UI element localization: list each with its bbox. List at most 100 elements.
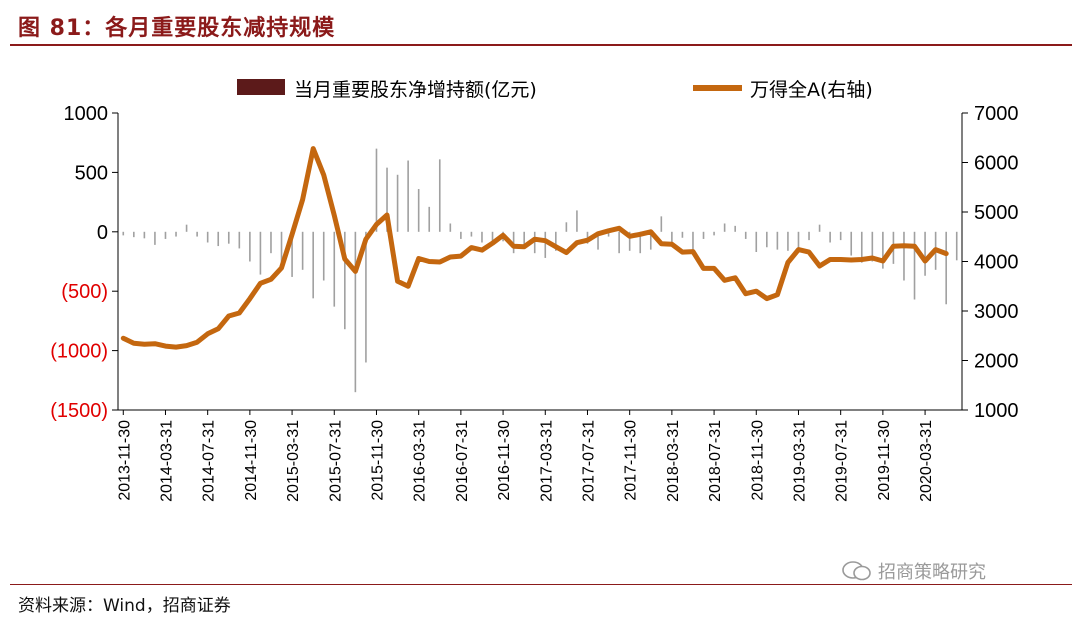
x-tick-label: 2013-11-30 (116, 420, 133, 501)
bar (428, 206, 431, 232)
bar (386, 167, 388, 232)
bar (671, 231, 673, 245)
bar (618, 231, 620, 254)
bar-series (122, 148, 958, 393)
bar (417, 189, 420, 232)
bar (734, 225, 736, 232)
x-tick-label: 2015-03-31 (285, 420, 302, 502)
x-tick-label: 2019-07-31 (834, 420, 851, 502)
bar (766, 231, 768, 248)
figure-title: 图 81：各月重要股东减持规模 (18, 16, 336, 41)
x-tick-label: 2018-03-31 (665, 420, 682, 502)
x-tick-label: 2016-11-30 (496, 420, 513, 501)
x-tick-label: 2017-07-31 (580, 420, 597, 502)
bar (818, 224, 821, 232)
bar (154, 231, 156, 245)
bar (259, 231, 262, 275)
bar (555, 231, 557, 251)
bar (924, 231, 926, 276)
bar (512, 231, 515, 254)
bar (122, 231, 125, 236)
source-divider (10, 584, 1072, 585)
axes: 10005000(500)(1000)(1500)700060005000400… (50, 103, 1018, 422)
bar (291, 231, 293, 277)
bar (185, 224, 188, 232)
bar (628, 231, 631, 251)
y-right-tick-label: 2000 (974, 351, 1019, 373)
bar (797, 231, 800, 252)
y-left-tick-label: (500) (61, 281, 108, 303)
bar (882, 231, 884, 269)
bar (681, 231, 684, 238)
bar (322, 231, 325, 281)
bar (702, 231, 705, 239)
bar (206, 231, 209, 243)
bar (481, 231, 483, 243)
x-tick-label: 2017-03-31 (538, 420, 555, 502)
y-right-tick-label: 4000 (974, 252, 1019, 274)
index-line (120, 146, 949, 350)
bar (945, 231, 947, 305)
bar (839, 231, 842, 241)
y-right-tick-label: 5000 (974, 202, 1019, 224)
bar (808, 231, 810, 241)
bar (333, 231, 336, 307)
bar (787, 231, 789, 251)
y-left-tick-label: (1500) (50, 400, 108, 422)
bar (491, 231, 494, 245)
bar (460, 231, 462, 239)
bar (175, 231, 177, 237)
y-right-tick-label: 6000 (974, 153, 1019, 175)
bar (955, 231, 958, 261)
bar (576, 210, 578, 232)
bar (565, 222, 568, 232)
bar (227, 231, 230, 244)
legend: 当月重要股东净增持额(亿元) 万得全A(右轴) (237, 79, 873, 101)
bar (164, 231, 167, 239)
bar (196, 231, 198, 237)
bar (755, 231, 758, 252)
x-tick-label: 2019-11-30 (876, 420, 893, 501)
bar (375, 148, 378, 232)
x-tick-label: 2014-07-31 (201, 420, 218, 502)
bar (396, 174, 399, 232)
bar (903, 231, 905, 281)
x-tick-label: 2017-11-30 (623, 420, 640, 501)
y-left-tick-label: 500 (75, 162, 108, 184)
bar (312, 231, 314, 299)
bar (438, 159, 441, 232)
bar (649, 231, 652, 250)
x-tick-label: 2020-03-31 (918, 420, 935, 502)
bar (660, 216, 663, 232)
bar (280, 231, 283, 264)
legend-line-label: 万得全A(右轴) (750, 79, 873, 101)
bar (143, 231, 146, 239)
bar (470, 231, 473, 237)
bar (776, 231, 779, 250)
x-axis-ticks: 2013-11-30 2014-03-31 2014-07-31 2014-11-30… (116, 410, 935, 502)
x-tick-label: 2018-11-30 (749, 420, 766, 501)
y-left-tick-label: 1000 (64, 103, 109, 125)
y-left-tick-label: (1000) (50, 341, 108, 363)
x-tick-label: 2016-07-31 (454, 420, 471, 502)
bar (713, 231, 715, 236)
x-tick-label: 2014-11-30 (243, 420, 260, 501)
bar (723, 223, 726, 232)
bar (365, 231, 367, 363)
bar (829, 231, 831, 243)
y-right-tick-label: 7000 (974, 103, 1019, 125)
legend-bar-swatch (237, 79, 285, 95)
bar (692, 231, 694, 250)
x-tick-label: 2015-11-30 (369, 420, 386, 501)
x-tick-label: 2016-03-31 (412, 420, 429, 502)
bar (270, 231, 272, 254)
y-left-tick-label: 0 (97, 222, 108, 244)
bar (354, 231, 357, 393)
bar (301, 231, 304, 270)
bar (344, 231, 346, 330)
watermark-text: 招商策略研究 (878, 562, 986, 583)
bar (407, 160, 409, 232)
bar (597, 231, 599, 250)
bar (744, 231, 747, 239)
